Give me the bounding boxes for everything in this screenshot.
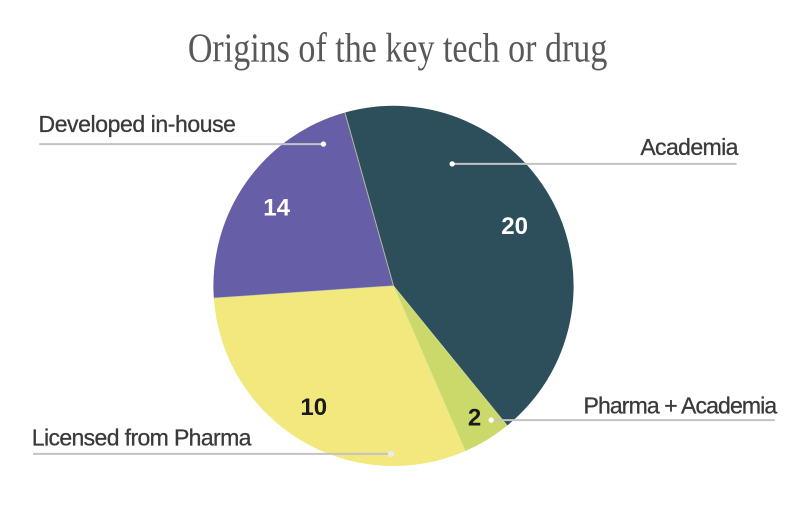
svg-text:14: 14 [263,195,290,222]
svg-text:10: 10 [300,394,327,421]
svg-text:2: 2 [468,405,481,432]
svg-text:Academia: Academia [640,134,738,160]
svg-text:Origins of the key tech or dru: Origins of the key tech or drug [188,25,607,71]
svg-text:20: 20 [501,213,528,240]
svg-text:Developed in-house: Developed in-house [39,111,236,137]
svg-text:Licensed from Pharma: Licensed from Pharma [32,425,252,451]
svg-text:Pharma + Academia: Pharma + Academia [584,392,778,418]
